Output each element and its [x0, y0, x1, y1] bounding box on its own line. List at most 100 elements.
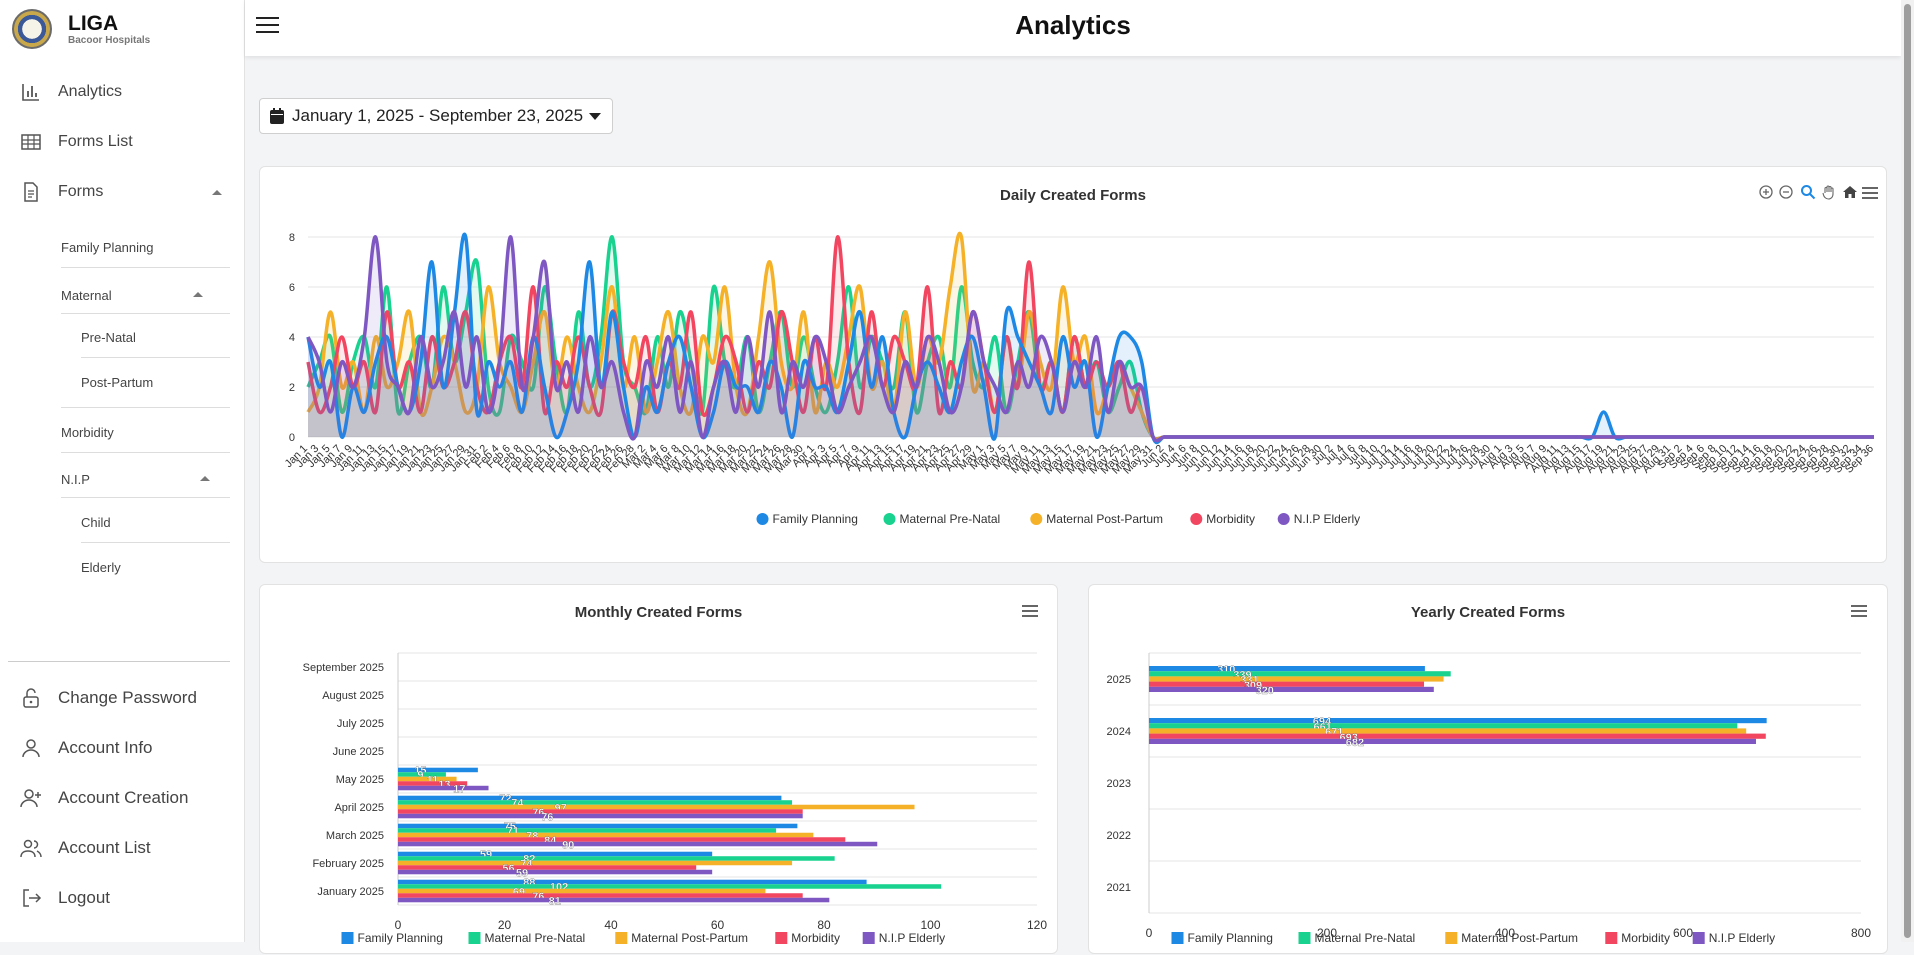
legend-label: Maternal Post-Partum [1046, 512, 1163, 526]
category-label: 2021 [1107, 882, 1131, 894]
divider [61, 452, 230, 453]
topbar: Analytics [245, 0, 1901, 56]
data-label: 76 [541, 811, 553, 823]
table-icon [21, 134, 41, 150]
legend-label: Maternal Pre-Natal [485, 931, 586, 945]
sidebar-item-maternal[interactable]: Maternal [61, 288, 112, 303]
data-label: 59 [516, 867, 528, 879]
bar [398, 828, 777, 833]
category-label: April 2025 [334, 802, 384, 814]
bar [398, 776, 457, 782]
data-label: 11 [427, 774, 439, 786]
legend-label: N.I.P Elderly [1709, 931, 1775, 945]
sidebar-item-label: Forms [58, 183, 104, 200]
category-label: July 2025 [337, 718, 384, 730]
user-plus-icon [20, 789, 41, 808]
data-label: 81 [549, 895, 561, 907]
legend-label: Morbidity [791, 931, 840, 945]
legend-label: N.I.P Elderly [1294, 512, 1360, 526]
legend-marker [775, 932, 788, 944]
app-subtitle: Bacoor Hospitals [68, 34, 151, 46]
brand[interactable]: LIGA Bacoor Hospitals [0, 0, 244, 58]
sidebar-item-pre-natal[interactable]: Pre-Natal [81, 330, 136, 345]
bar [398, 785, 489, 791]
yearly-chart-card: Yearly Created Forms 0 200 400 600 800 2025 31… [1088, 584, 1888, 954]
bar [398, 860, 793, 866]
app-name: LIGA [68, 11, 119, 35]
bar [398, 809, 803, 814]
chart-title: Monthly Created Forms [574, 604, 743, 621]
divider [61, 497, 230, 498]
data-label: 9 [417, 770, 423, 782]
menu-toggle-icon[interactable] [256, 17, 279, 35]
sidebar: LIGA Bacoor Hospitals Analytics Forms Li… [0, 0, 245, 942]
sidebar-item-family-planning[interactable]: Family Planning [61, 240, 154, 255]
x-tick-label: 100 [920, 918, 940, 932]
x-tick-label: 40 [604, 918, 618, 932]
legend-label: Family Planning [1188, 931, 1273, 945]
date-range-picker[interactable]: January 1, 2025 - September 23, 2025 [259, 98, 613, 134]
zoom-out-icon[interactable] [1778, 184, 1794, 200]
zoom-in-icon[interactable] [1758, 184, 1774, 200]
legend-marker [1277, 513, 1290, 525]
chart-menu-icon[interactable] [1862, 187, 1878, 199]
legend-label: Morbidity [1621, 931, 1670, 945]
sidebar-item-label: Logout [58, 888, 110, 907]
bar [398, 869, 713, 875]
sidebar-item-post-partum[interactable]: Post-Partum [81, 375, 154, 390]
sidebar-item-account-creation[interactable]: Account Creation [0, 778, 245, 818]
page-scrollbar[interactable] [1901, 0, 1914, 942]
zoom-selection-icon[interactable] [1800, 184, 1816, 200]
reset-home-icon[interactable] [1842, 184, 1858, 200]
chart-menu-icon[interactable] [1851, 605, 1867, 617]
category-label: 2025 [1107, 674, 1131, 686]
users-icon [20, 839, 42, 858]
sidebar-item-elderly[interactable]: Elderly [81, 560, 121, 575]
x-tick-label: 0 [1146, 926, 1153, 940]
legend-marker [468, 932, 481, 944]
sidebar-item-child[interactable]: Child [81, 515, 111, 530]
bar [398, 823, 798, 829]
legend-marker [341, 932, 354, 944]
legend-label: Maternal Post-Partum [1461, 931, 1578, 945]
bar [1149, 671, 1451, 677]
legend-marker [862, 932, 875, 944]
bar [398, 832, 814, 838]
category-label: 2022 [1107, 830, 1131, 842]
sidebar-item-account-info[interactable]: Account Info [0, 728, 245, 768]
sidebar-item-account-list[interactable]: Account List [0, 828, 245, 868]
bar [398, 884, 942, 889]
x-tick-label: 20 [498, 918, 512, 932]
category-label: February 2025 [312, 858, 384, 870]
bar [398, 879, 867, 885]
legend-label: Family Planning [773, 512, 858, 526]
y-tick-label: 4 [289, 332, 295, 344]
chevron-up-icon [212, 190, 222, 195]
sidebar-item-forms[interactable]: Forms [0, 172, 245, 212]
bar [1149, 666, 1425, 672]
sidebar-item-label: Account Creation [58, 788, 189, 807]
legend-marker [1605, 932, 1618, 944]
legend-label: N.I.P Elderly [879, 931, 945, 945]
sidebar-item-forms-list[interactable]: Forms List [0, 122, 245, 162]
category-label: May 2025 [336, 774, 384, 786]
sidebar-item-nip[interactable]: N.I.P [61, 472, 90, 487]
divider [81, 357, 230, 358]
calendar-icon [270, 108, 284, 124]
legend-label: Maternal Pre-Natal [1315, 931, 1416, 945]
sidebar-item-analytics[interactable]: Analytics [0, 72, 245, 112]
x-tick-label: 60 [711, 918, 725, 932]
main-content: Analytics January 1, 2025 - September 23… [245, 0, 1901, 954]
chart-menu-icon[interactable] [1022, 605, 1038, 617]
divider [61, 313, 230, 314]
bar [398, 897, 830, 903]
series-area [308, 234, 1874, 443]
bar [398, 795, 782, 801]
pan-hand-icon[interactable] [1821, 184, 1837, 200]
scrollbar-thumb[interactable] [1904, 4, 1911, 938]
sidebar-item-morbidity[interactable]: Morbidity [61, 425, 114, 440]
sidebar-item-logout[interactable]: Logout [0, 878, 245, 918]
chevron-up-icon [200, 476, 210, 481]
logout-icon [23, 889, 42, 907]
sidebar-item-change-password[interactable]: Change Password [0, 678, 245, 718]
